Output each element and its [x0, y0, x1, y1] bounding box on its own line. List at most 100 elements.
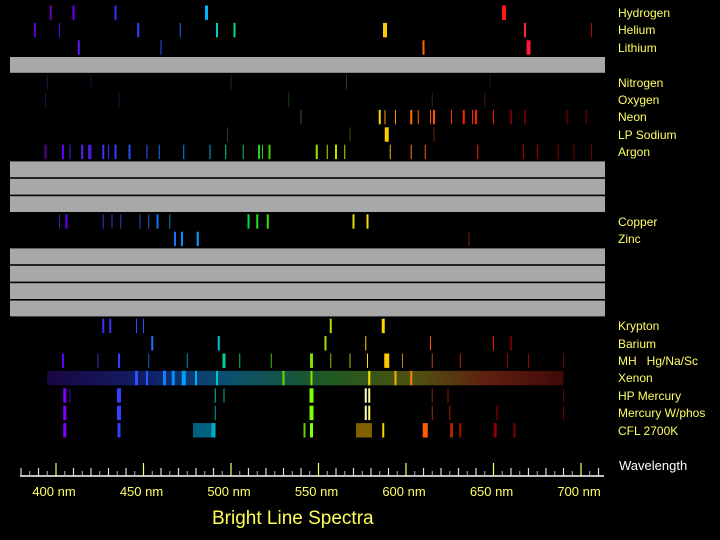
row-label-text: Copper: [618, 214, 658, 229]
emission-line: [102, 318, 105, 334]
row-label: MH Hg/Na/Sc: [618, 354, 698, 368]
emission-line: [410, 144, 412, 160]
emission-line: [489, 75, 491, 90]
emission-line: [365, 336, 367, 351]
emission-line: [352, 214, 355, 229]
emission-line: [258, 144, 260, 160]
emission-line: [513, 423, 516, 438]
emission-line: [282, 370, 285, 386]
emission-line: [217, 336, 220, 351]
emission-line: [90, 144, 92, 160]
emission-line: [366, 214, 369, 229]
emission-line: [383, 22, 387, 38]
emission-line: [364, 388, 367, 403]
emission-line: [367, 353, 368, 368]
emission-line: [239, 353, 241, 368]
row-label-text: Argon: [618, 145, 651, 160]
emission-line: [117, 405, 121, 421]
emission-line: [63, 405, 67, 421]
emission-line: [59, 22, 60, 38]
emission-line: [34, 22, 36, 38]
emission-line: [378, 109, 381, 125]
x-tick-label: 500 nm: [207, 484, 251, 499]
emission-line: [59, 214, 60, 229]
emission-line: [120, 214, 122, 229]
emission-line: [183, 144, 185, 160]
blank-row: [10, 283, 605, 299]
emission-line: [524, 109, 526, 125]
emission-line: [324, 336, 327, 351]
row-label-text: Barium: [618, 336, 657, 351]
emission-line: [447, 388, 449, 403]
emission-line: [135, 370, 138, 386]
row-label: Neon: [618, 110, 647, 124]
chart-title: Bright Line Spectra: [212, 508, 374, 529]
row-label: Nitrogen: [618, 76, 663, 90]
emission-line: [557, 144, 559, 160]
emission-line: [97, 353, 99, 368]
emission-line: [148, 353, 150, 368]
x-tick-label: 600 nm: [382, 484, 426, 499]
emission-line: [179, 22, 181, 38]
emission-line: [450, 423, 453, 438]
emission-line: [117, 388, 121, 403]
emission-line: [349, 353, 351, 368]
emission-line: [65, 214, 68, 229]
row-label: HP Mercury: [618, 389, 681, 403]
row-label-text: Xenon: [618, 371, 653, 386]
emission-line: [524, 22, 526, 38]
emission-line: [417, 109, 419, 125]
blank-row: [10, 265, 605, 282]
emission-line: [262, 144, 263, 160]
emission-line: [381, 318, 385, 334]
emission-line: [211, 423, 216, 438]
emission-line: [136, 318, 137, 334]
emission-line: [384, 353, 390, 368]
row-label-text: MH: [618, 354, 637, 368]
emission-line: [114, 5, 117, 20]
x-tick-label: 550 nm: [294, 484, 339, 499]
row-label: CFL 2700K: [618, 424, 678, 438]
emission-line: [310, 423, 313, 438]
emission-line: [496, 405, 498, 421]
row-label-text: Oxygen: [618, 93, 660, 107]
emission-line: [156, 214, 159, 229]
emission-line: [44, 144, 47, 160]
emission-line: [62, 353, 64, 368]
emission-line: [315, 144, 318, 160]
emission-line: [468, 231, 470, 247]
emission-line: [118, 353, 120, 368]
emission-line: [475, 109, 477, 125]
emission-line: [309, 405, 314, 421]
emission-line: [117, 423, 121, 438]
emission-line: [69, 144, 71, 160]
emission-line: [222, 353, 226, 368]
emission-line: [394, 370, 397, 386]
emission-line: [209, 144, 211, 160]
emission-line: [459, 423, 462, 438]
emission-line: [433, 109, 435, 125]
emission-line: [196, 231, 199, 247]
emission-line: [216, 370, 218, 386]
emission-line: [181, 231, 183, 247]
emission-line: [270, 353, 272, 368]
row-label: Mercury W/phos: [618, 406, 705, 420]
emission-line: [356, 423, 372, 438]
emission-line: [477, 144, 479, 160]
emission-line: [431, 353, 433, 368]
row-label-text: LP Sodium: [618, 127, 677, 142]
emission-line: [169, 214, 171, 229]
emission-line: [493, 336, 494, 351]
emission-line: [114, 144, 117, 160]
row-label: Xenon: [618, 371, 653, 385]
emission-line: [69, 388, 71, 403]
row-label-text: Zinc: [618, 232, 641, 247]
row-label: Helium: [618, 23, 655, 37]
emission-line: [225, 144, 227, 160]
spectra-panel: [10, 4, 605, 439]
emission-line: [384, 109, 386, 125]
emission-line: [88, 144, 91, 160]
emission-line: [102, 144, 105, 160]
x-tick-label: 650 nm: [469, 484, 514, 499]
emission-line: [424, 144, 426, 160]
